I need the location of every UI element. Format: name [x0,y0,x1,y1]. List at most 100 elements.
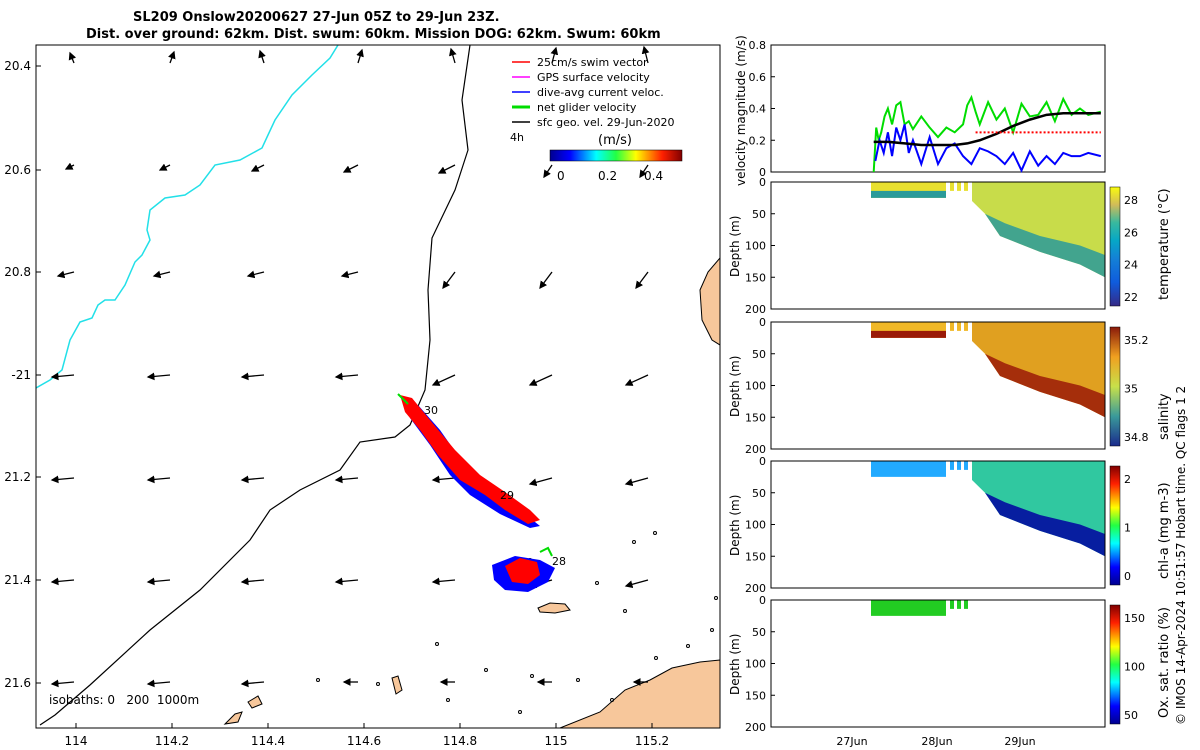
credit-line: © IMOS 14-Apr-2024 10:51:57 Hobart time.… [1174,386,1188,725]
map-x-tick-label: 114.4 [251,734,285,748]
island-sw2 [247,695,263,709]
geo-velocity-arrow [431,577,456,586]
velocity-y-tick-label: 0.2 [749,134,767,147]
geo-velocity-arrow [146,679,171,688]
geo-velocity-arrow [431,475,456,484]
time-x-tick-label: 29Jun [1004,735,1035,748]
profile-colorbar-label: temperature (°C) [1157,188,1172,300]
geo-velocity-arrow [334,372,359,381]
day-label-30: 30 [424,404,438,417]
speed-colorbar-tick-1: 0.2 [598,169,617,183]
profile-surface-dot [950,461,954,470]
map-x-tick-label: 114 [65,734,88,748]
geo-velocity-arrow [340,270,359,279]
right-panels: 0 0.2 0.4 0.6 0.8 velocity magnitude (m/s) 0… [728,35,1188,748]
legend-label: dive-avg current veloc. [537,86,664,99]
geo-velocity-arrow [240,577,265,586]
profile-y-tick-label: 150 [745,689,766,702]
legend-label: GPS surface velocity [537,71,650,84]
profile-surface-dot [964,322,968,331]
profile-y-tick-label: 100 [745,380,766,393]
profile-colorbar-label: Ox. sat. ratio (%) [1157,607,1172,718]
profile-colorbar [1109,604,1121,725]
net-velocity-track [397,393,409,405]
profile-surface-dot [957,182,961,191]
map-y-tick-label: 20.6 [4,163,31,177]
chart-title-line1: SL209 Onslow20200627 27-Jun 05Z to 29-Ju… [133,10,500,25]
profile-colorbar-tick: 35.2 [1124,334,1149,347]
profile-y-tick-label: 50 [752,208,766,221]
velocity-y-tick-label: 0.8 [749,39,767,52]
geo-velocity-arrow [56,270,75,279]
geo-velocity-arrow [342,164,359,173]
glider-track [397,393,555,592]
profile-surface-dot [950,600,954,609]
map-x-tick-labels: 114 114.2 114.4 114.6 114.8 115 115.2 [65,723,669,748]
geo-velocity-arrow [158,163,171,171]
geo-velocity-arrow [635,271,649,290]
profile-axes-box [770,599,1106,728]
geo-velocity-arrow [246,270,265,279]
profile-colorbar-tick: 24 [1124,259,1138,272]
profile-y-tick-label: 150 [745,271,766,284]
swim-vector-blob [505,558,540,584]
profile-deep-layer [985,492,1105,557]
velocity-series-line [874,124,1102,173]
profile-surface-dot [964,461,968,470]
map-y-tick-label: 20.4 [4,59,31,73]
profile-colorbar-tick: 28 [1124,194,1138,207]
profile-surface-dot [964,182,968,191]
geo-velocity-arrow [240,475,265,484]
map-y-tick-label: 21.4 [4,573,31,587]
profile-y-tick-label: 0 [759,316,766,329]
profile-surface-deep [871,330,946,338]
profile-colorbar-tick: 22 [1124,291,1138,304]
geo-velocity-arrow [258,49,266,64]
geo-velocity-arrow [50,679,75,688]
velocity-y-tick-label: 0.4 [749,103,767,116]
legend-label: 25cm/s swim vector [537,56,648,69]
profile-surface-dot [957,600,961,609]
geo-velocity-arrow [539,271,553,290]
island-east [699,257,720,346]
profile-y-tick-label: 50 [752,348,766,361]
profile-colorbar-tick: 1 [1124,522,1131,535]
coastline-isobath-0 [36,45,339,389]
chart-title-line2: Dist. over ground: 62km. Dist. swum: 60k… [86,27,661,42]
legend-label: net glider velocity [537,101,637,114]
profile-surface-dot [957,461,961,470]
speed-colorbar-unit: (m/s) [598,133,632,148]
profile-surface-data [871,461,946,477]
geo-velocity-arrow [240,679,265,688]
profile-y-tick-label: 0 [759,176,766,189]
profile-surface-dot [950,182,954,191]
time-x-tick-label: 28Jun [921,735,952,748]
time-x-tick-label: 27Jun [836,735,867,748]
geo-velocity-arrow [543,164,553,179]
geo-velocity-arrow [146,475,171,484]
map-x-tick-label: 115 [545,734,568,748]
island-sw1 [223,711,243,725]
isobath-200 [39,45,471,726]
map-y-tick-label: 21.6 [4,676,31,690]
map-legend: 25cm/s swim vector GPS surface velocity di… [510,56,683,183]
geo-velocity-arrow [356,48,364,64]
map-y-tick-label: 20.8 [4,265,31,279]
profile-y-tick-label: 200 [745,443,766,456]
profile-colorbar-tick: 100 [1124,661,1145,674]
profile-colorbar-tick: 26 [1124,226,1138,239]
profile-panel: 0 50 100 150 200 Depth (m) 28 26 24 22 temperature… [728,176,1172,316]
velocity-series [872,94,1102,173]
profile-colorbar [1109,326,1121,447]
profile-y-tick-label: 150 [745,411,766,424]
profile-colorbar-tick: 34.8 [1124,431,1149,444]
geo-velocity-arrow [639,164,649,179]
map-panel: 114 114.2 114.4 114.6 114.8 115 115.2 20.4 20.6… [4,44,721,748]
geo-velocity-arrow [624,477,649,487]
profile-surface-dot [950,322,954,331]
speed-colorbar-tick-0: 0 [557,169,565,183]
sfc-geo-velocity-arrows [50,45,650,688]
velocity-series-line [873,112,1101,147]
geo-velocity-arrow [437,164,456,174]
